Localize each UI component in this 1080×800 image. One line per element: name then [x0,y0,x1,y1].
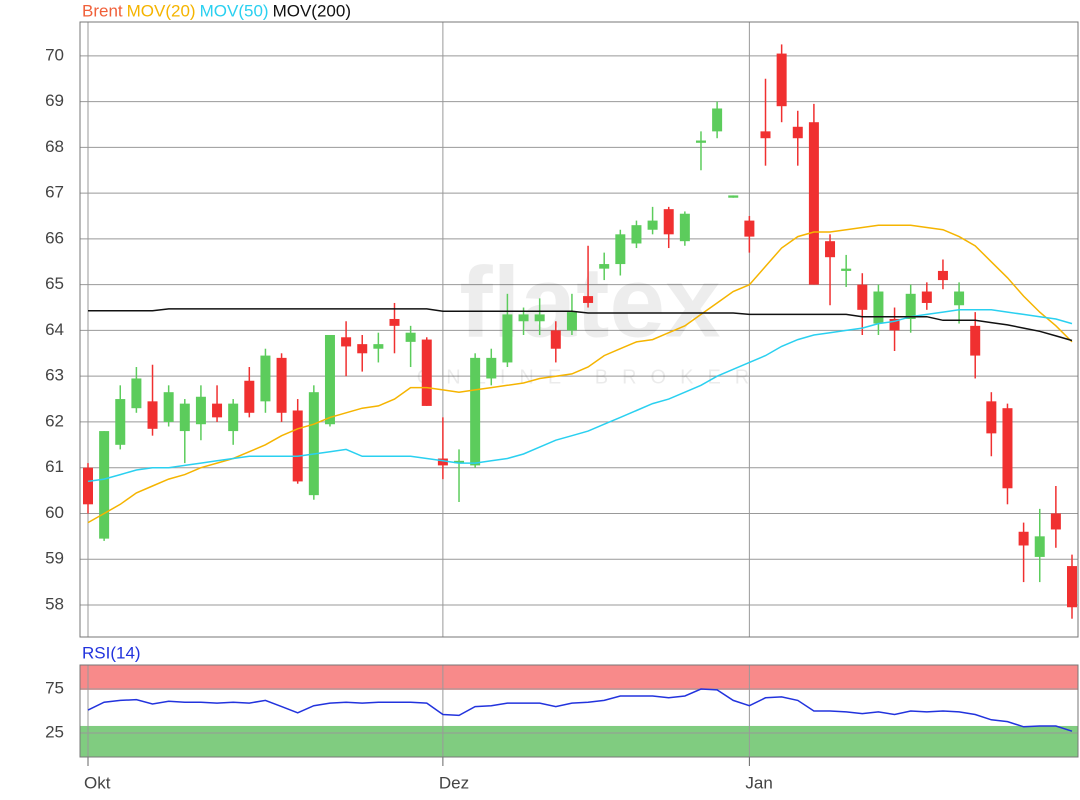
candle-body [308,392,319,496]
y-tick-label: 70 [45,45,64,64]
candle-body [583,296,594,303]
candle-body [131,378,142,409]
line [87,309,1073,483]
candle-body [889,318,900,331]
legend-entry: MOV(50) [200,1,269,20]
watermark-subtitle: ONLINE BROKER [417,366,763,388]
candle-body [83,467,93,505]
y-tick-label: 63 [45,366,64,385]
candle-body [228,403,239,432]
plot-frame [79,21,1079,638]
rsi-title: RSI(14) [82,643,141,662]
line [87,688,1073,732]
candle-body [760,131,771,139]
y-tick-label: 68 [45,137,64,156]
y-tick-label: 64 [45,320,64,339]
candle-body [566,312,577,331]
candle-body [1034,536,1045,557]
legend-entry: Brent [82,1,123,20]
y-tick-label: 62 [45,411,64,430]
candle-body [195,396,206,425]
candle-body [986,401,997,434]
y-tick-label: 69 [45,91,64,110]
candle-body [163,392,174,422]
x-tick-label: Dez [439,773,469,792]
candle-body [679,213,690,242]
y-tick-label: 65 [45,274,64,293]
y-tick-label: 67 [45,183,64,202]
candle-body [712,108,723,132]
line [88,308,1073,342]
candle-body [873,291,884,324]
candle-body [470,357,481,466]
legend-entry: MOV(200) [273,1,351,20]
legend-entry: MOV(20) [127,1,196,20]
candle-body [99,431,110,539]
candle-body [937,270,948,281]
candle-body [550,330,561,349]
candle-body [147,401,158,429]
candle-body [212,403,223,418]
candle-body [663,209,674,235]
candle-body [695,140,706,143]
candle-body [615,234,626,265]
y-tick-label: 66 [45,228,64,247]
candle-body [534,314,545,322]
candle-body [373,344,384,349]
candle-body [792,126,803,139]
candle-body [744,220,755,237]
candle-body [276,357,287,413]
candle-body [1002,408,1013,489]
candle-body [260,355,271,402]
y-tick-label: 75 [45,678,64,697]
candle-body [841,268,852,271]
y-tick-label: 61 [45,457,64,476]
candle-body [486,357,497,379]
candle-body [518,314,529,322]
candle-body [115,399,126,445]
y-tick-label: 60 [45,503,64,522]
candle-body [970,325,981,356]
y-tick-label: 58 [45,594,64,613]
candle-body [1067,566,1077,608]
candle-body [292,410,303,482]
candle-body [357,344,368,354]
y-tick-label: 25 [45,722,64,741]
line [87,224,1073,524]
candle-body [808,122,819,285]
candle-body [1018,531,1029,546]
candle-body [502,314,513,363]
candle-body [647,220,658,230]
candle-body [1050,513,1061,530]
candle-body [454,460,465,464]
candle-body [599,264,610,269]
candle-body [905,293,916,319]
candle-body [631,225,642,244]
rsi-band [80,725,1078,757]
candle-body [921,291,932,303]
candle-body [421,339,432,406]
candle-body [389,318,400,326]
candle-body [341,337,352,347]
candle-body [728,195,739,198]
candle-body [244,380,255,413]
candle-body [825,241,836,258]
candle-body [954,291,965,306]
y-tick-label: 59 [45,549,64,568]
candle-body [179,403,190,432]
plot-frame [79,664,1079,758]
candle-body [405,332,416,342]
x-tick-label: Jan [745,773,772,792]
x-tick-label: Okt [84,773,111,792]
candle-body [776,53,787,107]
rsi-band [80,665,1078,690]
candle-body [437,458,448,466]
candle-body [857,284,868,310]
candle-body [324,334,335,425]
